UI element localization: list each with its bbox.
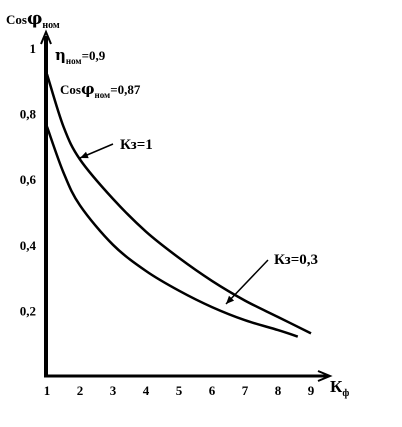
y-axis-arrow-icon [40,29,52,45]
eta-annotation-value: =0,9 [82,48,106,63]
series-label-1: Кз=1 [120,137,153,153]
leader-arrowhead-icon [226,295,235,304]
x-axis-arrow-icon [317,370,333,382]
y-axis-title: Cosφном [6,9,60,31]
x-tick-label: 4 [143,383,150,398]
y-tick-label: 0,8 [20,107,37,122]
x-tick-label: 1 [44,383,51,398]
x-tick-label: 9 [308,383,315,398]
cos-annotation-sub: ном [95,90,111,100]
series-label-layer: Кз=1 Кз=0,3 [79,137,318,305]
x-tick-label: 5 [176,383,183,398]
x-tick-label: 3 [110,383,117,398]
eta-annotation: ηном=0,9 [55,46,106,66]
series-line-2 [45,126,299,338]
series-label-leader-2 [225,259,269,305]
y-tick-label: 0,2 [20,303,36,318]
cos-annotation: Cosφном=0,87 [60,80,141,100]
cos-annotation-greek: φ [81,80,95,98]
x-tick-label: 8 [275,383,282,398]
series-label-2: Кз=0,3 [274,252,318,268]
cos-annotation-main: Cos [60,82,81,97]
x-tick-label: 2 [77,383,84,398]
x-axis-title-sub: ф [342,388,349,399]
tick-layer: 1 2 3 4 5 6 7 8 9 0,2 0,4 0,6 0,8 1 [20,41,315,398]
y-axis-title-greek: φ [27,9,42,29]
x-axis-title: Кф [330,377,349,399]
series-layer [45,73,312,338]
series-line-1 [45,73,312,335]
y-axis-title-main: Cos [6,12,27,27]
y-tick-label: 0,6 [20,172,37,187]
y-axis-title-sub: ном [42,20,60,31]
y-tick-label: 1 [30,41,37,56]
y-tick-label: 0,4 [20,238,37,253]
leader-arrowhead-icon [80,151,89,159]
eta-annotation-greek: η [55,46,66,64]
eta-annotation-sub: ном [66,56,82,66]
cos-annotation-value: =0,87 [110,82,141,97]
x-tick-label: 7 [242,383,249,398]
x-tick-label: 6 [209,383,216,398]
x-axis-title-main: К [330,377,343,396]
